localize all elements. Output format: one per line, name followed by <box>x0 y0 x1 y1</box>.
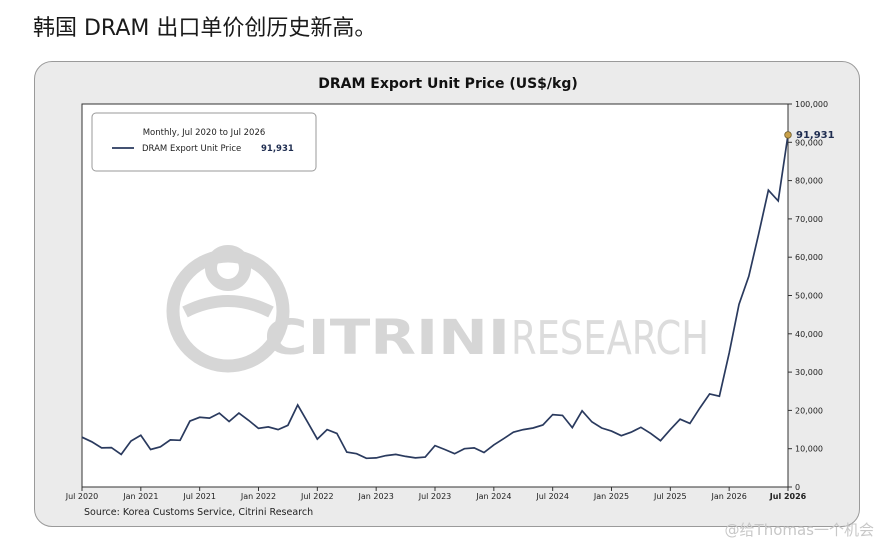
legend-value: 91,931 <box>261 144 294 154</box>
x-tick-label: Jan 2022 <box>240 492 276 501</box>
y-tick-label: 90,000 <box>795 138 823 147</box>
x-tick-label: Jul 2022 <box>300 492 334 501</box>
x-tick-label: Jul 2023 <box>418 492 452 501</box>
source-note: Source: Korea Customs Service, Citrini R… <box>84 507 313 518</box>
x-tick-label: Jul 2025 <box>653 492 687 501</box>
y-tick-label: 50,000 <box>795 292 823 301</box>
x-tick-label: Jan 2025 <box>593 492 629 501</box>
y-tick-label: 100,000 <box>795 100 828 109</box>
y-tick-label: 0 <box>795 483 800 492</box>
y-tick-label: 60,000 <box>795 253 823 262</box>
svg-text:RESEARCH: RESEARCH <box>511 311 709 365</box>
y-axis: 0 10,000 20,000 30,000 40,000 50,000 60,000 70,… <box>788 100 828 492</box>
y-tick-label: 80,000 <box>795 177 823 186</box>
legend-title: Monthly, Jul 2020 to Jul 2026 <box>143 128 266 138</box>
x-tick-label: Jul 2026 <box>769 492 807 501</box>
legend-label: DRAM Export Unit Price <box>142 144 241 154</box>
x-tick-label: Jan 2023 <box>358 492 394 501</box>
page-headline: 韩国 DRAM 出口单价创历史新高。 <box>33 16 377 41</box>
y-tick-label: 30,000 <box>795 368 823 377</box>
x-tick-label: Jul 2021 <box>182 492 216 501</box>
x-tick-label: Jul 2024 <box>535 492 569 501</box>
series-line-dram-export-unit-price <box>81 134 789 460</box>
chart-legend: Monthly, Jul 2020 to Jul 2026 DRAM Expor… <box>91 112 317 172</box>
x-tick-label: Jul 2020 <box>65 492 99 501</box>
y-tick-label: 10,000 <box>795 445 823 454</box>
last-value-marker <box>784 131 792 139</box>
last-value-label: 91,931 <box>796 130 835 141</box>
svg-text:CITRINI: CITRINI <box>264 310 510 366</box>
y-tick-label: 70,000 <box>795 215 823 224</box>
y-tick-label: 40,000 <box>795 330 823 339</box>
weibo-watermark: @给Thomas一个机会 <box>724 521 874 539</box>
chart-card: CITRINI RESEARCH 0 10,000 20,000 30,000 40,0… <box>34 61 860 527</box>
x-axis: Jul 2020 Jan 2021 Jul 2021 Jan 2022 Jul 2022… <box>65 487 807 501</box>
x-tick-label: Jan 2026 <box>711 492 747 501</box>
y-tick-label: 20,000 <box>795 406 823 415</box>
citrini-research-logo: CITRINI RESEARCH <box>166 245 709 373</box>
x-tick-label: Jan 2021 <box>122 492 158 501</box>
chart-title: DRAM Export Unit Price (US$/kg) <box>318 76 578 92</box>
x-tick-label: Jan 2024 <box>475 492 511 501</box>
dram-chart: CITRINI RESEARCH 0 10,000 20,000 30,000 40,0… <box>65 76 835 518</box>
